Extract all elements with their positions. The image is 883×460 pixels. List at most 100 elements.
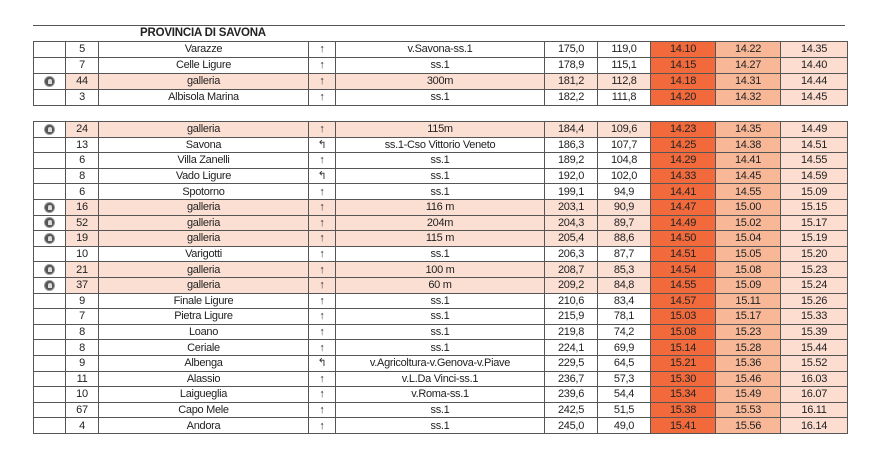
tunnel-marker-cell	[33, 308, 66, 325]
place-cell: galleria	[98, 198, 309, 216]
km-progress-cell: 175,0	[544, 41, 598, 58]
km-progress-cell: 206,3	[544, 245, 598, 263]
table-row: 52 galleria ↑ 204m 204,3 89,7 14.49 15.02 15.17	[33, 214, 848, 232]
tunnel-marker-cell	[33, 354, 66, 372]
road-cell: v.Agricoltura-v.Genova-v.Piave	[335, 354, 545, 372]
direction-arrow-icon: ↑	[308, 245, 336, 263]
time-fast-cell: 14.54	[650, 261, 716, 278]
road-cell: ss.1	[335, 339, 545, 356]
km-remaining-cell: 85,3	[597, 261, 651, 278]
km-remaining-cell: 107,7	[597, 136, 651, 154]
direction-arrow-icon: ↑	[308, 73, 336, 90]
km-progress-cell: 184,4	[544, 121, 598, 138]
km-remaining-cell: 69,9	[597, 339, 651, 356]
table-row: 9 Finale Ligure ↑ ss.1 210,6 83,4 14.57 15.11 15…	[33, 292, 848, 310]
km-remaining-cell: 84,8	[597, 276, 651, 294]
km-remaining-cell: 88,6	[597, 230, 651, 247]
tunnel-icon	[44, 123, 55, 135]
road-cell: 116 m	[335, 198, 545, 216]
segment-km-cell: 3	[65, 89, 99, 106]
table-row: 37 galleria ↑ 60 m 209,2 84,8 14.55 15.09 15.24	[33, 276, 848, 294]
direction-arrow-icon: ↑	[308, 41, 336, 58]
direction-arrow-icon: ↑	[308, 339, 336, 356]
time-fast-cell: 15.38	[650, 401, 716, 419]
segment-km-cell: 8	[65, 167, 99, 185]
km-progress-cell: 192,0	[544, 167, 598, 185]
road-cell: 60 m	[335, 276, 545, 294]
time-slow-cell: 15.33	[780, 308, 848, 325]
table-row: 11 Alassio ↑ v.L.Da Vinci-ss.1 236,7 57,3 15.3…	[33, 370, 848, 388]
tunnel-icon	[44, 217, 55, 229]
segment-km-cell: 9	[65, 354, 99, 372]
tunnel-marker-cell	[33, 323, 66, 341]
direction-arrow-icon: ↑	[308, 417, 336, 434]
table-row: 10 Laigueglia ↑ v.Roma-ss.1 239,6 54,4 15.34 15…	[33, 386, 848, 403]
km-progress-cell: 239,6	[544, 386, 598, 403]
km-remaining-cell: 78,1	[597, 308, 651, 325]
road-cell: ss.1	[335, 89, 545, 106]
segment-km-cell: 11	[65, 370, 99, 388]
road-cell: 204m	[335, 214, 545, 232]
tunnel-marker-cell	[33, 386, 66, 403]
km-remaining-cell: 102,0	[597, 167, 651, 185]
table-row: 19 galleria ↑ 115 m 205,4 88,6 14.50 15.04 15.19	[33, 230, 848, 247]
place-cell: Finale Ligure	[98, 292, 309, 310]
time-fast-cell: 14.55	[650, 276, 716, 294]
km-progress-cell: 186,3	[544, 136, 598, 154]
time-medium-cell: 15.53	[715, 401, 781, 419]
time-slow-cell: 15.09	[780, 183, 848, 200]
time-fast-cell: 14.47	[650, 198, 716, 216]
time-slow-cell: 15.39	[780, 323, 848, 341]
direction-arrow-icon: ↑	[308, 121, 336, 138]
time-slow-cell: 16.11	[780, 401, 848, 419]
time-medium-cell: 14.55	[715, 183, 781, 200]
table-row: 7 Celle Ligure ↑ ss.1 178,9 115,1 14.15 14.27 14…	[33, 57, 848, 74]
direction-arrow-icon: ↑	[308, 261, 336, 278]
direction-arrow-icon: ↑	[308, 214, 336, 232]
road-cell: ss.1	[335, 308, 545, 325]
time-fast-cell: 14.51	[650, 245, 716, 263]
tunnel-marker-cell	[33, 230, 66, 247]
tunnel-marker-cell	[33, 417, 66, 434]
place-cell: Capo Mele	[98, 401, 309, 419]
time-medium-cell: 14.35	[715, 121, 781, 138]
time-fast-cell: 14.49	[650, 214, 716, 232]
tunnel-marker-cell	[33, 401, 66, 419]
time-medium-cell: 14.27	[715, 57, 781, 74]
table-row: 24 galleria ↑ 115m 184,4 109,6 14.23 14.35 14.49	[33, 121, 848, 138]
table-row: 8 Vado Ligure ↰ ss.1 192,0 102,0 14.33 14.45 14.…	[33, 167, 848, 185]
road-cell: ss.1	[335, 292, 545, 310]
place-cell: galleria	[98, 261, 309, 278]
time-slow-cell: 15.23	[780, 261, 848, 278]
time-slow-cell: 14.45	[780, 89, 848, 106]
km-remaining-cell: 112,8	[597, 73, 651, 90]
table-row: 6 Villa Zanelli ↑ ss.1 189,2 104,8 14.29 14.41 1…	[33, 152, 848, 169]
km-progress-cell: 199,1	[544, 183, 598, 200]
place-cell: galleria	[98, 230, 309, 247]
time-slow-cell: 14.35	[780, 41, 848, 58]
road-cell: ss.1	[335, 401, 545, 419]
road-cell: v.Roma-ss.1	[335, 386, 545, 403]
time-slow-cell: 14.51	[780, 136, 848, 154]
time-medium-cell: 15.11	[715, 292, 781, 310]
time-fast-cell: 14.29	[650, 152, 716, 169]
table-row: 4 Andora ↑ ss.1 245,0 49,0 15.41 15.56 16.14	[33, 417, 848, 434]
time-medium-cell: 14.31	[715, 73, 781, 90]
place-cell: galleria	[98, 276, 309, 294]
direction-arrow-icon: ↑	[308, 370, 336, 388]
place-cell: galleria	[98, 73, 309, 90]
time-fast-cell: 14.20	[650, 89, 716, 106]
km-progress-cell: 210,6	[544, 292, 598, 310]
time-medium-cell: 15.17	[715, 308, 781, 325]
tunnel-marker-cell	[33, 89, 66, 106]
km-remaining-cell: 119,0	[597, 41, 651, 58]
tunnel-marker-cell	[33, 245, 66, 263]
time-fast-cell: 14.33	[650, 167, 716, 185]
road-cell: ss.1	[335, 152, 545, 169]
time-slow-cell: 15.26	[780, 292, 848, 310]
road-cell: ss.1	[335, 167, 545, 185]
table-row: 21 galleria ↑ 100 m 208,7 85,3 14.54 15.08 15.23	[33, 261, 848, 278]
tunnel-marker-cell	[33, 41, 66, 58]
time-slow-cell: 15.44	[780, 339, 848, 356]
time-fast-cell: 15.21	[650, 354, 716, 372]
